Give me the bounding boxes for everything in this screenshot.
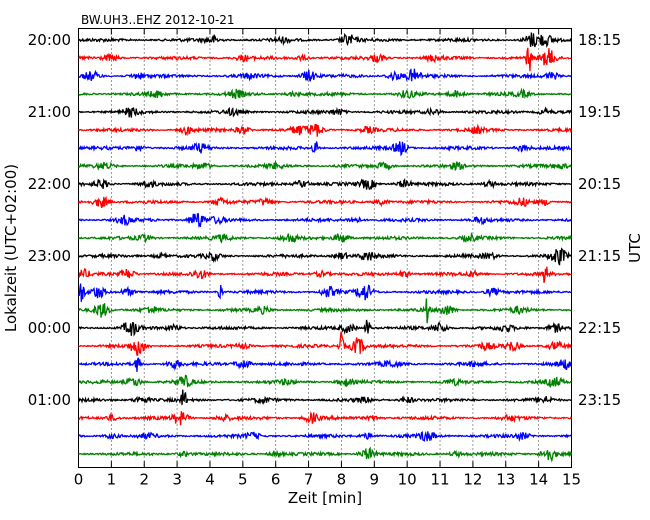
x-tick-label: 14 <box>529 471 548 489</box>
trace-row-22 <box>77 430 572 443</box>
left-time-label: 21:00 <box>28 103 71 121</box>
x-tick-label: 13 <box>496 471 515 489</box>
x-tick-label: 12 <box>463 471 482 489</box>
left-time-label: 00:00 <box>28 319 71 337</box>
trace-row-9 <box>77 195 572 209</box>
x-tick-label: 2 <box>139 471 149 489</box>
left-time-label: 22:00 <box>28 175 71 193</box>
chart-title: BW.UH3..EHZ 2012-10-21 <box>81 13 235 27</box>
right-time-label: 18:15 <box>578 31 621 49</box>
trace-row-21 <box>78 410 573 426</box>
left-time-labels: 20:00 21:00 22:00 23:00 00:00 01:00 <box>28 31 85 409</box>
left-time-label: 23:00 <box>28 247 71 265</box>
x-tick-label: 10 <box>398 471 417 489</box>
trace-row-14 <box>77 283 572 302</box>
right-time-label: 22:15 <box>578 319 621 337</box>
x-tick-label: 15 <box>562 471 581 489</box>
x-tick-label: 0 <box>74 471 84 489</box>
x-tick-label: 8 <box>337 471 347 489</box>
trace-row-15 <box>78 298 572 324</box>
right-time-label: 21:15 <box>578 247 621 265</box>
x-axis-ticks: 0 1 2 3 4 5 6 7 8 9 10 11 12 13 14 15 <box>74 28 581 489</box>
trace-row-4 <box>78 106 573 118</box>
x-tick-label: 7 <box>304 471 314 489</box>
trace-row-6 <box>78 141 572 157</box>
x-tick-label: 11 <box>430 471 449 489</box>
left-time-label: 20:00 <box>28 31 71 49</box>
x-tick-label: 5 <box>238 471 248 489</box>
x-axis-label: Zeit [min] <box>288 489 362 507</box>
trace-row-20 <box>78 389 572 406</box>
trace-row-5 <box>78 123 573 137</box>
seismogram-traces <box>77 32 573 463</box>
y-axis-label-right: UTC <box>626 233 644 263</box>
y-axis-label-left: Lokalzeit (UTC+02:00) <box>2 164 20 332</box>
trace-row-12 <box>77 247 572 266</box>
x-tick-label: 9 <box>370 471 380 489</box>
right-time-label: 20:15 <box>578 175 621 193</box>
trace-row-16 <box>77 319 572 337</box>
trace-row-2 <box>78 68 572 82</box>
plot-area-frame <box>78 28 572 468</box>
x-tick-label: 4 <box>205 471 215 489</box>
trace-row-0 <box>78 32 572 49</box>
trace-row-18 <box>78 357 573 372</box>
trace-row-19 <box>78 374 572 389</box>
trace-row-10 <box>78 212 573 229</box>
x-tick-label: 1 <box>107 471 117 489</box>
right-time-label: 19:15 <box>578 103 621 121</box>
right-time-label: 23:15 <box>578 391 621 409</box>
trace-row-11 <box>78 231 573 244</box>
right-time-labels: 18:15 19:15 20:15 21:15 22:15 23:15 <box>565 31 621 409</box>
x-tick-label: 3 <box>172 471 182 489</box>
trace-row-17 <box>78 331 572 356</box>
trace-row-23 <box>78 446 573 463</box>
x-tick-label: 6 <box>271 471 281 489</box>
trace-row-13 <box>78 266 572 283</box>
trace-row-3 <box>78 87 572 100</box>
left-time-label: 01:00 <box>28 391 71 409</box>
trace-row-1 <box>78 47 572 72</box>
trace-row-7 <box>77 160 572 172</box>
trace-row-8 <box>77 178 572 191</box>
